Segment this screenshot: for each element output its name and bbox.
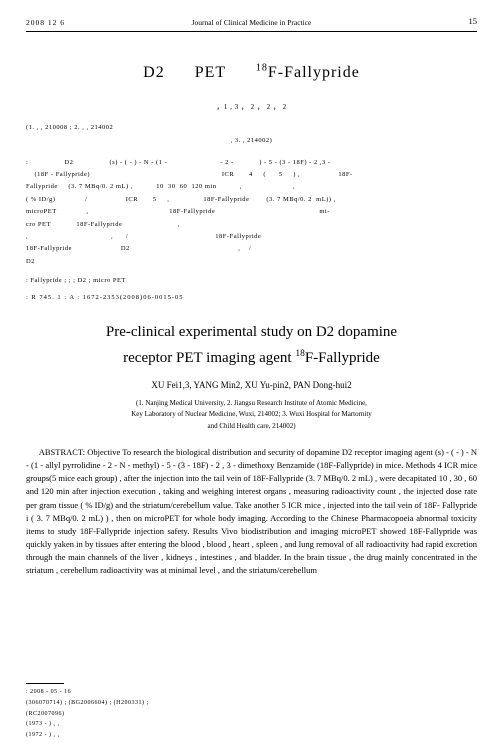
footnote-block: : 2008 - 05 - 16 (306070714) ; (BG200660… [26,683,226,741]
abs-cn-1: (18F - Fallypride) ICR 4 ( 5 ) , 18F- [26,169,477,181]
title-chinese: D2 PET 18F-Fallypride [26,60,477,86]
classification-chinese: : R 745. 1 : A : 1672-2353(2008)06-0015-… [26,291,477,304]
affil-en-l1: (1. Nanjing Medical University, 2. Jiang… [26,398,477,409]
abstract-english: ABSTRACT: Objective To research the biol… [26,446,477,578]
authors-english: XU Fei1,3, YANG Min2, XU Yu-pin2, PAN Do… [26,378,477,392]
foot-l5: (1972 - ) , , [26,730,226,741]
title-cn-tail: F-Fallypride [268,64,360,81]
abs-cn-5: cro PET 18F-Fallypride , [26,219,477,231]
abs-cn-3: ( % ID/g) / ICR 5 , 18F-Fallypride (3. 7… [26,194,477,206]
page-header: 2008 12 6 Journal of Clinical Medicine i… [26,18,477,32]
abstract-chinese: : D2 (s) - ( - ) - N - (1 - - 2 - ) - 5 … [26,157,477,268]
title-cn-sup: 18 [256,63,268,74]
footnote-rule [26,683,64,684]
title-en2-sup: 18 [295,349,305,359]
abs-cn-8: D2 [26,256,477,268]
title-cn-part1: D2 [143,64,165,81]
abs-cn-4: microPET , 18F-Fallypride mi- [26,206,477,218]
foot-l4: (1973 - ) , , [26,719,226,730]
abs-cn-7: 18F-Fallypride D2 , / [26,243,477,255]
foot-l1: : 2008 - 05 - 16 [26,687,226,698]
affil-en-l3: and Child Health care, 214002) [26,421,477,432]
abs-cn-2: Fallypride (3. 7 MBq/0. 2 mL) , 10 30 60… [26,181,477,193]
foot-l2: (306070714) ; (BG2006604) ; (H200331) ; [26,698,226,709]
foot-l3: (RC2007096) [26,709,226,720]
title-en2-tail: F-Fallypride [305,350,380,366]
header-page-num: 15 [469,15,478,29]
title-en2-pre: receptor PET imaging agent [123,350,295,366]
abs-cn-6: , , / 18F-Fallypride [26,231,477,243]
title-english-line1: Pre-clinical experimental study on D2 do… [26,320,477,344]
title-cn-part2: PET [195,64,226,81]
abs-cn-0: : D2 (s) - ( - ) - N - (1 - - 2 - ) - 5 … [26,157,477,169]
affil-en-l2: Key Laboratory of Nuclear Medicine, Wuxi… [26,409,477,420]
authors-chinese: ，1 , 3 ， 2 ， 2 ， 2 [26,102,477,113]
affil-cn-line2: , 3. , 214002) [26,134,477,147]
keywords-chinese: : Fallypride ; ; ; D2 ; micro PET [26,274,477,287]
affil-cn-line1: (1. , , 210008 ; 2. , , 214002 [26,121,477,134]
affiliation-english: (1. Nanjing Medical University, 2. Jiang… [26,398,477,432]
header-journal: Journal of Clinical Medicine in Practice [192,17,312,29]
title-english-line2: receptor PET imaging agent 18F-Fallyprid… [26,346,477,370]
header-date: 2008 12 6 [26,17,65,29]
affiliation-chinese: (1. , , 210008 ; 2. , , 214002 , 3. [26,121,477,147]
